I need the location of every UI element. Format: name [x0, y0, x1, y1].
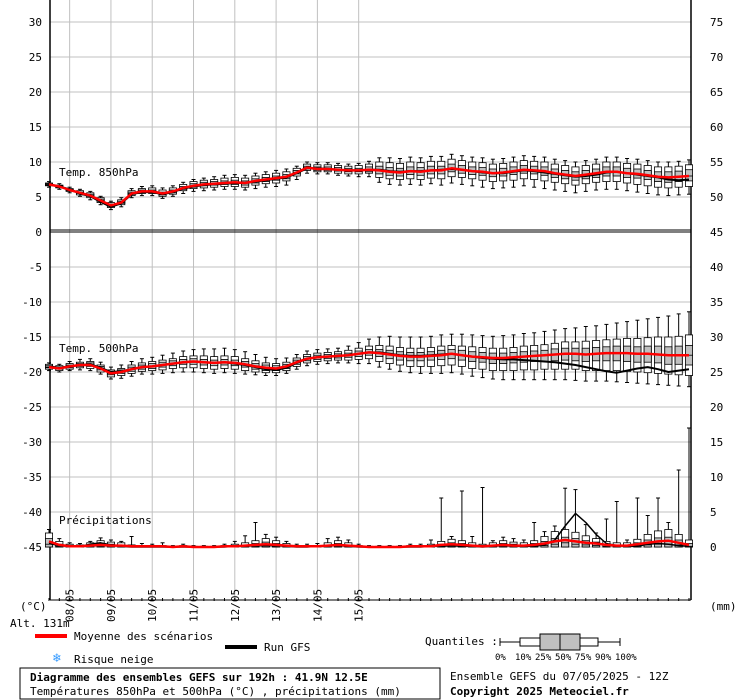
right-tick-label: 25	[710, 366, 723, 379]
left-tick-label: -25	[22, 401, 42, 414]
left-tick-label: -35	[22, 471, 42, 484]
date-tick-label: 15/05	[353, 589, 366, 622]
right-tick-label: 5	[710, 506, 717, 519]
right-tick-label: 20	[710, 401, 723, 414]
date-axis-ticks: 08/05 09/05 10/05 11/05 12/05 13/05 14/05 15/05	[64, 589, 366, 622]
t500-mean-line	[48, 351, 689, 375]
altitude-label: Alt. 131m	[10, 617, 70, 630]
right-tick-label: 60	[710, 121, 723, 134]
date-tick-label: 12/05	[229, 589, 242, 622]
precip-mean-line	[48, 538, 690, 549]
quantile-10: 10%	[515, 653, 532, 663]
quantile-25: 25%	[535, 653, 552, 663]
right-tick-label: 55	[710, 156, 723, 169]
date-tick-label: 10/05	[146, 589, 159, 622]
quantile-75: 75%	[575, 653, 592, 663]
right-tick-label: 70	[710, 51, 723, 64]
precip-box-inner	[561, 536, 570, 548]
chart-subtitle: Températures 850hPa et 500hPa (°C) , pré…	[30, 685, 401, 698]
quantile-50: 50%	[555, 653, 572, 663]
left-tick-label: -45	[22, 541, 42, 554]
right-tick-label: 35	[710, 296, 723, 309]
legend-quantiles-label: Quantiles :	[425, 635, 498, 648]
quantile-0: 0%	[495, 653, 506, 663]
grid-lines	[50, 0, 691, 600]
left-tick-label: -30	[22, 436, 42, 449]
left-tick-label: -40	[22, 506, 42, 519]
date-tick-label: 11/05	[188, 589, 201, 622]
legend-snow-label: Risque neige	[74, 653, 153, 666]
left-tick-label: -20	[22, 366, 42, 379]
panel-label-t850: Temp. 850hPa	[59, 166, 138, 179]
left-unit-label: (°C)	[20, 600, 47, 613]
right-tick-label: 45	[710, 226, 723, 239]
left-tick-label: -10	[22, 296, 42, 309]
right-unit-label: (mm)	[710, 600, 737, 613]
legend: Moyenne des scénarios Run GFS ❄ Risque n…	[35, 630, 637, 666]
quantile-100: 100%	[615, 653, 637, 663]
right-tick-label: 30	[710, 331, 723, 344]
title-box	[19, 667, 441, 700]
left-tick-label: 15	[29, 121, 42, 134]
left-tick-label: 25	[29, 51, 42, 64]
panel-label-t500: Temp. 500hPa	[59, 342, 138, 355]
left-tick-label: 20	[29, 86, 42, 99]
left-tick-label: 0	[35, 226, 42, 239]
right-tick-label: 50	[710, 191, 723, 204]
left-axis-ticks: 30 25 20 15 10 5 0 -5 -10 -15 -20 -25 -30 -35 -40 -45	[22, 16, 42, 554]
left-tick-label: 5	[35, 191, 42, 204]
right-tick-label: 10	[710, 471, 723, 484]
right-tick-label: 65	[710, 86, 723, 99]
date-tick-label: 08/05	[64, 589, 77, 622]
run-info: Ensemble GEFS du 07/05/2025 - 12Z	[450, 670, 669, 683]
right-tick-label: 75	[710, 16, 723, 29]
copyright: Copyright 2025 Meteociel.fr	[450, 685, 629, 698]
snowflake-icon: ❄	[52, 651, 61, 666]
right-tick-label: 0	[710, 541, 717, 554]
left-tick-label: 10	[29, 156, 42, 169]
left-tick-label: -15	[22, 331, 42, 344]
chart-title: Diagramme des ensembles GEFS sur 192h : …	[30, 671, 368, 684]
panel-label-precip: Précipitations	[59, 514, 152, 527]
date-tick-label: 14/05	[311, 589, 324, 622]
legend-mean-label: Moyenne des scénarios	[74, 630, 213, 643]
left-tick-label: -5	[29, 261, 42, 274]
axes	[48, 0, 692, 601]
date-tick-label: 13/05	[270, 589, 283, 622]
quantile-boxplot-icon	[499, 633, 621, 651]
right-tick-label: 15	[710, 436, 723, 449]
date-tick-label: 09/05	[105, 589, 118, 622]
left-tick-label: 30	[29, 16, 42, 29]
legend-gfs-label: Run GFS	[264, 641, 310, 654]
quantile-90: 90%	[595, 653, 612, 663]
right-tick-label: 40	[710, 261, 723, 274]
series-lines	[48, 166, 690, 549]
t850-mean-line	[48, 166, 690, 207]
